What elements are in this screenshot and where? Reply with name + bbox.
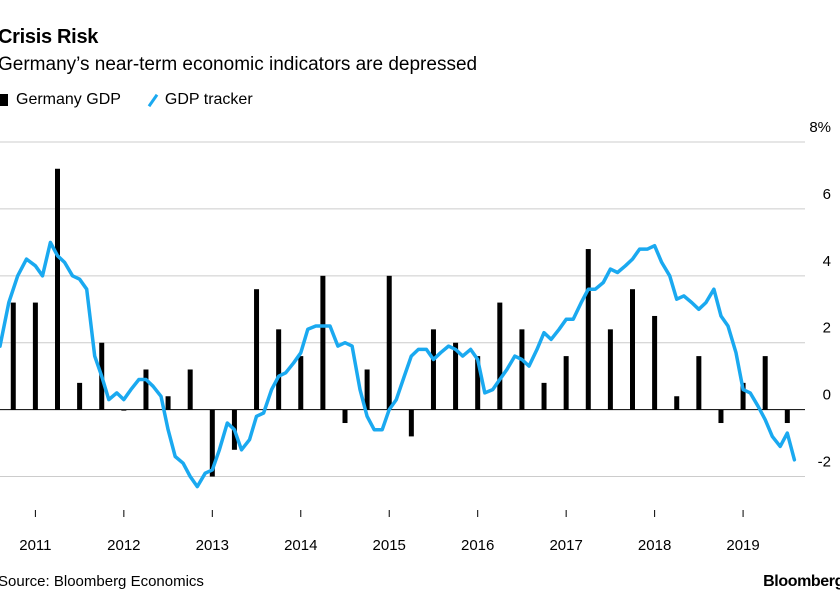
bar [541,382,547,410]
brand-logo: Bloomberg [763,573,840,590]
bar [762,356,768,410]
bar [430,329,436,410]
bar [519,329,525,410]
bar [320,275,326,410]
x-tick-label: 2012 [107,537,140,554]
y-tick-label: 8% [809,119,831,136]
tracker-line [0,240,797,489]
legend-bar-label: Germany GDP [16,91,121,108]
source-note: Source: Bloomberg Economics [0,573,204,590]
bar [209,409,215,477]
legend: Germany GDP GDP tracker [0,91,253,109]
x-tick-label: 2013 [196,537,229,554]
x-tick-label: 2017 [549,537,582,554]
bar [298,356,304,410]
x-tick-label: 2019 [726,537,759,554]
bar [585,249,591,410]
bar [165,396,171,410]
x-tick-label: 2011 [19,537,51,554]
bar [607,329,613,410]
bar [32,302,38,410]
bar [55,168,60,410]
bar [453,342,459,410]
bar [342,409,348,424]
bar [276,329,282,410]
bar [497,302,503,410]
bar [784,409,790,424]
bar [740,382,746,410]
y-tick-label: 0 [823,387,831,404]
bar [674,396,680,410]
bar [10,302,16,410]
bar [652,315,658,410]
y-tick-label: -2 [818,454,831,471]
bar [630,289,635,410]
x-tick-label: 2015 [373,537,406,554]
bar [563,356,569,410]
bar [364,369,370,410]
x-tick-label: 2018 [638,537,671,554]
x-tick-label: 2014 [284,537,317,554]
bar [143,369,149,410]
bar [696,356,702,410]
chart-subtitle: Germany’s near-term economic indicators … [0,54,478,75]
bar [187,369,193,410]
legend-line-label: GDP tracker [164,91,253,108]
legend-bar-swatch-icon [0,94,8,106]
bar [475,356,481,410]
chart-title: Crisis Risk [0,26,99,48]
bar [408,409,414,437]
bar [386,275,392,410]
x-tick-label: 2016 [461,537,494,554]
bar [254,289,260,410]
y-tick-label: 2 [823,320,831,337]
bar [77,382,83,410]
y-tick-label: 6 [823,186,831,203]
bar [718,409,724,424]
y-tick-label: 4 [823,253,831,270]
